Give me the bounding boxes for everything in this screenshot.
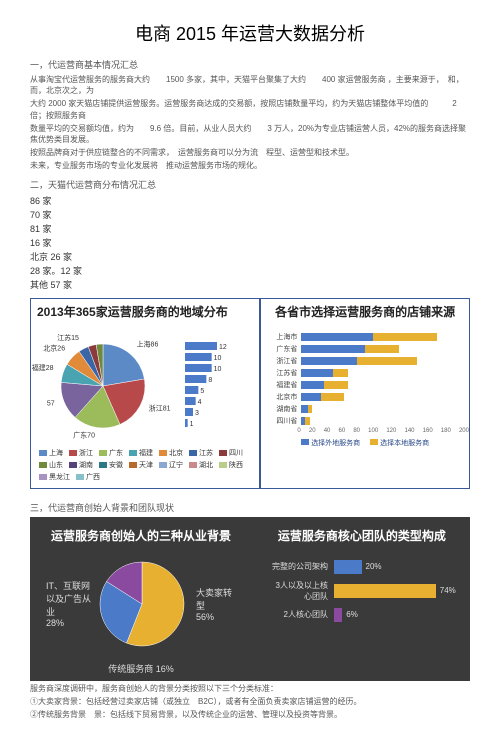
- legend-item: 江苏: [189, 448, 213, 458]
- section3-heading: 三，代运营商创始人背景和团队现状: [30, 501, 470, 514]
- svg-text:3: 3: [195, 410, 199, 417]
- section2-list: 86 家70 家81 家16 家北京 26 家28 家。12 家其他 57 家: [30, 194, 470, 291]
- list-item: 86 家: [30, 194, 470, 207]
- svg-text:5: 5: [200, 388, 204, 395]
- list-item: 其他 57 家: [30, 278, 470, 291]
- legend-item: 天津: [129, 460, 153, 470]
- legend-item: 陕西: [219, 460, 243, 470]
- legend-local-label: 选择本地服务商: [380, 440, 429, 447]
- section1-p3: 数量平均的交易额均值，约为 9.6 倍。目前，从业人员大约 3 万人，20%为专…: [30, 123, 470, 145]
- svg-text:1: 1: [190, 421, 194, 428]
- section1-p4: 按照品牌商对于供应链整合的不同需求， 运营服务商可以分为流 程型、运营型和技术型…: [30, 147, 470, 158]
- core-team-row: 2人核心团队 6%: [268, 608, 456, 622]
- section2-heading: 二，天猫代运营商分布情况汇总: [30, 178, 470, 191]
- legend-item: 浙江: [69, 448, 93, 458]
- list-item: 北京 26 家: [30, 250, 470, 263]
- section1-p5: 未来，专业服务市场的专业化发展将 推动运营服务市场的规化。: [30, 160, 470, 171]
- chart2-bars: 上海市广东省浙江省江苏省福建省北京市湖南省四川省: [261, 326, 469, 426]
- chart2-legend: 选择外地服务商 选择本地服务商: [261, 434, 469, 452]
- list-item: 28 家。12 家: [30, 264, 470, 277]
- chart4-bars: 完整的公司架构 20% 3人以及以上核心团队 74% 2人核心团队 6%: [260, 550, 464, 636]
- core-team-row: 完整的公司架构 20%: [268, 560, 456, 574]
- chart-region-pie: 2013年365家运营服务商的地域分布 上海86浙江81广东7057福建28北京…: [30, 298, 260, 489]
- svg-text:上海86: 上海86: [137, 339, 159, 348]
- legend-item: 广西: [76, 472, 100, 482]
- legend-item: 山东: [39, 460, 63, 470]
- hbar-row: 江苏省: [265, 368, 461, 378]
- chart-core-team: 运营服务商核心团队的类型构成 完整的公司架构 20% 3人以及以上核心团队 74%…: [252, 517, 472, 681]
- list-item: 81 家: [30, 222, 470, 235]
- chart1-legend: 上海浙江广东福建北京江苏四川山东湖南安徽天津辽宁湖北陕西黑龙江广西: [31, 446, 259, 488]
- legend-item: 湖北: [189, 460, 213, 470]
- list-item: 16 家: [30, 236, 470, 249]
- chart3-label-trad: 传统服务商 16%: [38, 662, 244, 675]
- svg-text:4: 4: [198, 399, 202, 406]
- svg-text:8: 8: [208, 377, 212, 384]
- hbar-row: 上海市: [265, 332, 461, 342]
- section4-p2: ①大卖家背景：包括经营过卖家店铺（或独立 B2C），或者有全面负责卖家店铺运营的…: [30, 696, 470, 707]
- legend-item: 广东: [99, 448, 123, 458]
- section4-p1: 服务商深度调研中，服务商创始人的背景分类按照以下三个分类标准：: [30, 683, 470, 694]
- svg-text:10: 10: [214, 366, 222, 373]
- hbar-row: 福建省: [265, 380, 461, 390]
- legend-item: 四川: [219, 448, 243, 458]
- svg-text:12: 12: [219, 344, 227, 351]
- legend-item: 黑龙江: [39, 472, 70, 482]
- pie-chart-founder: [92, 554, 192, 654]
- hbar-row: 湖南省: [265, 404, 461, 414]
- chart3-label-seller: 大卖家转型56%: [192, 586, 236, 622]
- legend-item: 安徽: [99, 460, 123, 470]
- svg-text:福建28: 福建28: [32, 362, 54, 371]
- chart3-title: 运营服务商创始人的三种从业背景: [38, 523, 244, 550]
- legend-outside-label: 选择外地服务商: [311, 440, 360, 447]
- section1-p2: 大约 2000 家天猫店铺提供运营服务。运营服务商达成的交易额，按照店铺数量平均…: [30, 98, 470, 120]
- chart4-title: 运营服务商核心团队的类型构成: [260, 523, 464, 550]
- core-team-row: 3人以及以上核心团队 74%: [268, 580, 456, 602]
- page-title: 电商 2015 年运营大数据分析: [30, 20, 470, 46]
- chart-founder-bg: 运营服务商创始人的三种从业背景 IT、互联网以及广告从业28% 大卖家转型56%…: [30, 517, 252, 681]
- legend-item: 湖南: [69, 460, 93, 470]
- legend-item: 上海: [39, 448, 63, 458]
- section4-p3: ②传统服务背景 景：包括线下贸易背景，以及传统企业的运营、管理以及投资等背景。: [30, 709, 470, 720]
- svg-text:10: 10: [214, 355, 222, 362]
- pie-chart-region: 上海86 浙江81 广东70 57 福建28 北京26 江苏15: [31, 326, 181, 446]
- side-bar-values: 12101085431: [181, 336, 231, 436]
- svg-text:江苏15: 江苏15: [57, 332, 79, 341]
- legend-item: 北京: [159, 448, 183, 458]
- dark-chart-row: 运营服务商创始人的三种从业背景 IT、互联网以及广告从业28% 大卖家转型56%…: [30, 517, 470, 681]
- chart2-title: 各省市选择运营服务商的店铺来源: [261, 299, 469, 326]
- hbar-row: 北京市: [265, 392, 461, 402]
- hbar-row: 浙江省: [265, 356, 461, 366]
- list-item: 70 家: [30, 208, 470, 221]
- hbar-row: 四川省: [265, 416, 461, 426]
- section1-heading: 一，代运营商基本情况汇总: [30, 58, 470, 71]
- chart1-title: 2013年365家运营服务商的地域分布: [31, 299, 259, 326]
- section1-p1: 从事淘宝代运营服务的服务商大约 1500 多家，其中，天猫平台聚集了大约 400…: [30, 74, 470, 96]
- chart-shop-source: 各省市选择运营服务商的店铺来源 上海市广东省浙江省江苏省福建省北京市湖南省四川省…: [260, 298, 470, 489]
- hbar-row: 广东省: [265, 344, 461, 354]
- svg-text:浙江81: 浙江81: [149, 403, 171, 412]
- legend-item: 辽宁: [159, 460, 183, 470]
- chart3-label-it: IT、互联网以及广告从业28%: [46, 579, 92, 628]
- legend-item: 福建: [129, 448, 153, 458]
- svg-text:57: 57: [47, 400, 55, 407]
- svg-text:广东70: 广东70: [73, 430, 95, 439]
- svg-text:北京26: 北京26: [43, 343, 65, 352]
